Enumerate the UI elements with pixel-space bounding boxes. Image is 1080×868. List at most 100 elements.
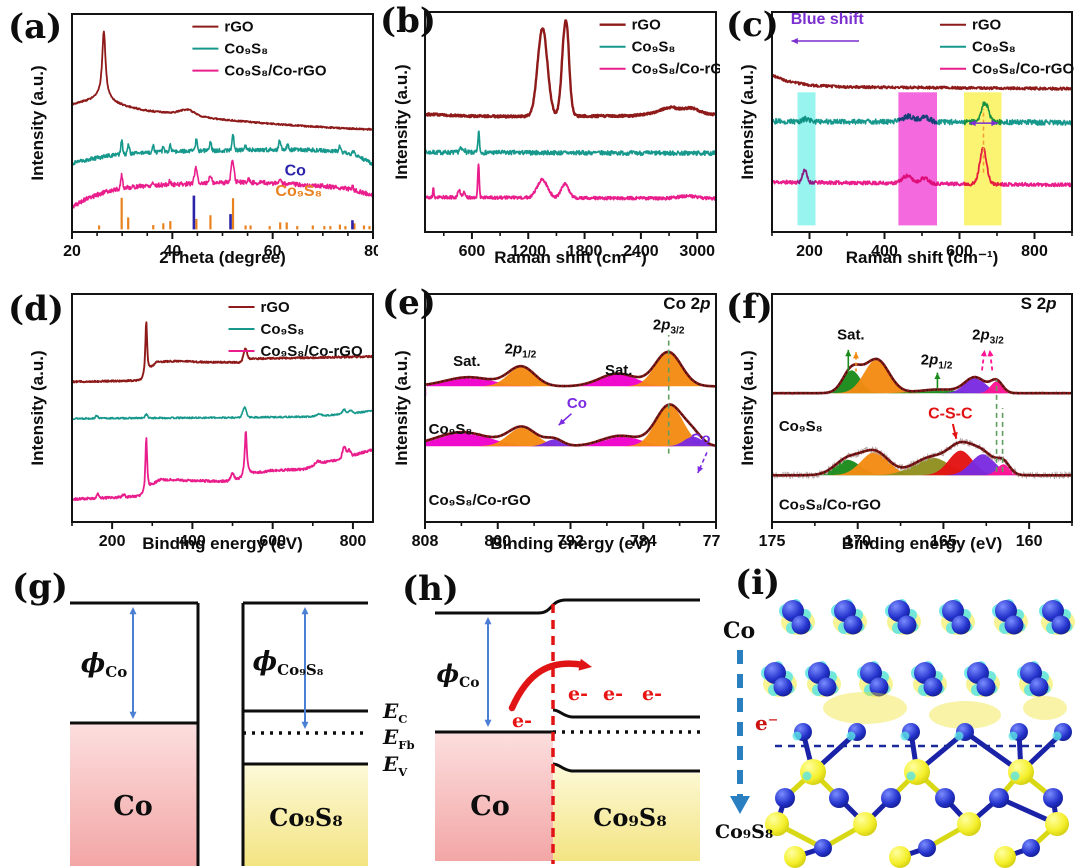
panel-c-xlabel: Raman shift (cm⁻¹)	[845, 248, 999, 267]
fitted-peak	[872, 389, 1005, 394]
legend: rGO Co₉S₈ Co₉S₈/Co-rGO	[228, 299, 363, 360]
series-Co₉S₈	[426, 130, 715, 157]
plot-frame	[71, 293, 374, 523]
x-tick-label: 175	[759, 533, 786, 550]
x-tick-label: 792	[557, 533, 584, 550]
annotation: Sat.	[453, 353, 481, 370]
x-tick-label: 200	[99, 533, 126, 550]
fitted-peak	[475, 367, 568, 387]
energy-level-line	[435, 598, 700, 615]
x-tick-label: 400	[179, 533, 206, 550]
panel-f-xlabel: Binding energy (eV)	[841, 534, 1003, 553]
annotation: 2p3/2	[653, 316, 685, 336]
legend: rGO Co₉S₈ Co₉S₈/Co-rGO	[192, 19, 327, 80]
annotation: Co₉S₈	[429, 421, 473, 438]
arrowhead	[845, 349, 852, 357]
electron-label: e-	[603, 683, 623, 705]
reference-sticks	[97, 197, 371, 230]
x-tick-label: 165	[930, 533, 957, 550]
x-tick-label: 808	[412, 533, 439, 550]
electron-label: e⁻	[755, 711, 778, 735]
x-tick-label: 40	[163, 243, 181, 260]
plot-frame	[771, 293, 1073, 523]
series-rGO	[73, 321, 372, 384]
panel-e-xlabel: Binding energy (eV)	[490, 534, 651, 553]
traces	[73, 30, 372, 230]
arrowhead	[484, 719, 492, 727]
x-axis-ticks: 600 1200 1800 2400 3000	[442, 232, 715, 260]
legend-label: Co₉S₈	[224, 41, 268, 58]
panel-b-plot: 600 1200 1800 2400 3000 rGO Co₉S₈ Co₉S₈/Co-rGO	[424, 11, 720, 260]
panel-f-ylabel: Intensity (a.u.)	[738, 350, 757, 466]
fitted-peak	[523, 439, 585, 447]
annotation: Co	[285, 162, 307, 179]
panel-a-ylabel: Intensity (a.u.)	[28, 65, 47, 181]
traces	[73, 321, 372, 502]
panel-b-ylabel: Intensity (a.u.)	[392, 64, 411, 180]
panel-a-xlabel: 2Theta (degree)	[159, 248, 286, 267]
annotation: Co	[691, 430, 711, 447]
annotation: 2p1/2	[505, 340, 537, 360]
legend: rGO Co₉S₈ Co₉S₈/Co-rGO	[599, 17, 720, 78]
arrowhead	[951, 432, 958, 439]
x-tick-label: 800	[340, 533, 367, 550]
arrowhead	[578, 658, 592, 671]
arrowhead	[301, 721, 309, 729]
series-Co₉S₈	[73, 133, 372, 167]
symbol-label: EFb	[382, 725, 415, 752]
x-tick-label: 1200	[510, 243, 546, 260]
fitted-peak	[826, 452, 923, 476]
x-tick-label: 800	[1021, 243, 1048, 260]
arrowhead	[697, 466, 704, 473]
panel-f-plot: 175 170 165 160 S 2p Sat. 2p1/2 2p3/2 C-S-C Co₉S₈…	[759, 293, 1073, 550]
fitted-peak	[820, 370, 883, 394]
fitted-peak	[940, 454, 1025, 476]
panel-i: Co e⁻ Co₉S₈ (i)	[715, 560, 1080, 868]
series-Co₉S₈	[73, 406, 372, 421]
panel-b-xlabel: Raman shift (cm⁻¹)	[494, 248, 647, 267]
panel-c-tag: (c)	[726, 5, 779, 45]
legend-label: Co₉S₈	[972, 39, 1016, 56]
arrowhead	[301, 607, 309, 615]
semiconductor-label: Co₉S₈	[269, 803, 342, 832]
panel-g: ϕCo ϕCo₉S₈ EC EFb EV Co Co₉S₈ (g)	[0, 560, 420, 868]
bottom-layer-label: Co₉S₈	[715, 821, 773, 843]
xps-traces	[773, 357, 1071, 480]
panel-i-plot: Co e⁻ Co₉S₈	[715, 599, 1075, 868]
panel-d: 200 400 600 800 rGO Co₉S₈ Co₉S₈/Co-rGO (d) Bin…	[0, 278, 378, 560]
panel-e-plot: 808 800 792 784 776 Co 2p Sat. 2p1/2 Sat. 2p3/2 Co…	[412, 293, 720, 550]
metal-label: Co	[470, 791, 510, 822]
electron-label: e-	[642, 683, 662, 705]
panel-h-tag: (h)	[402, 569, 459, 609]
fitted-peak	[833, 359, 920, 394]
panel-e-tag: (e)	[382, 283, 436, 323]
semiconductor-label: Co₉S₈	[593, 803, 666, 832]
x-tick-label: 776	[703, 533, 720, 550]
series-rGO	[773, 73, 1071, 91]
traces	[773, 73, 1071, 226]
x-tick-label: 400	[871, 243, 898, 260]
metal-box	[70, 724, 197, 866]
metal-box	[435, 733, 553, 861]
x-axis-ticks: 200 400 600 800	[771, 232, 1073, 260]
legend-label: Co₉S₈/Co-rGO	[224, 63, 326, 80]
x-axis-ticks: 200 400 600 800	[71, 522, 367, 550]
fitted-peak	[868, 457, 995, 476]
annotation: Co	[567, 395, 587, 412]
arrow	[697, 452, 708, 474]
x-tick-label: 160	[1016, 533, 1043, 550]
arrowhead	[969, 120, 976, 127]
plot-frame	[424, 11, 717, 233]
legend-label: Co₉S₈	[632, 39, 676, 56]
x-tick-label: 1800	[567, 243, 603, 260]
annotation: Sat.	[605, 362, 633, 379]
series-rGO	[73, 30, 372, 131]
legend-label: Co₉S₈/Co-rGO	[972, 61, 1074, 78]
highlight-band	[797, 92, 816, 226]
panel-i-tag: (i)	[735, 563, 781, 603]
legend-label: rGO	[632, 17, 662, 34]
panel-b-tag: (b)	[380, 1, 436, 41]
energy-level-line	[552, 762, 700, 773]
